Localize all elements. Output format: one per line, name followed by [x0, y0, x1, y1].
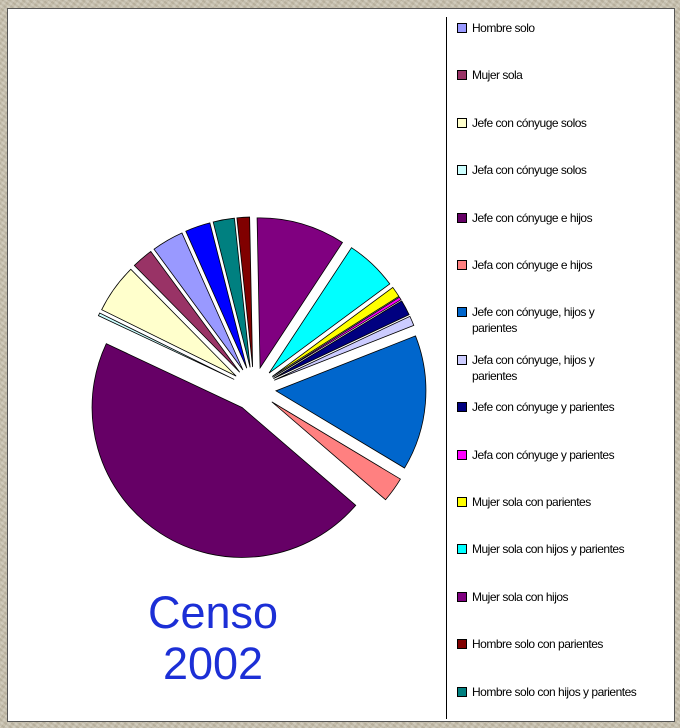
legend-label: Hombre solo con parientes [472, 636, 603, 652]
pie-slice-0 [153, 232, 244, 371]
legend-label: Jefe con cónyuge solos [472, 115, 587, 131]
legend-item: Jefa con cónyuge, hijos y parientes [457, 352, 679, 384]
pie-slice-13 [236, 216, 254, 368]
legend-item: Hombre solo con parientes [457, 636, 679, 652]
legend-label-line-1: Jefe con cónyuge, hijos y [472, 305, 595, 320]
legend-item: Hombre solo [457, 20, 679, 36]
legend-label-line-1: Jefe con cónyuge y parientes [472, 400, 615, 415]
legend-swatch [457, 402, 467, 413]
legend-item: Mujer sola [457, 67, 679, 83]
legend-label-line-1: Mujer sola [472, 68, 523, 83]
legend-label-line-1: Jefa con cónyuge y parientes [472, 447, 615, 462]
pie-slice-10 [271, 286, 400, 377]
chart-legend: Hombre solo Mujer sola Jefe con cónyuge so… [446, 17, 673, 719]
legend-item: Jefe con cónyuge solos [457, 115, 679, 131]
legend-swatch [457, 117, 467, 128]
legend-label-line-1: Jefa con cónyuge, hijos y [472, 352, 595, 367]
pie-slice-15 [185, 222, 248, 369]
legend-label-line-2: parientes [472, 321, 517, 336]
legend-swatch [457, 449, 467, 460]
pie-slice-8 [273, 300, 410, 379]
legend-label: Hombre solo [472, 20, 535, 36]
legend-label: Jefa con cónyuge solos [472, 162, 587, 178]
legend-label: Mujer sola con hijos [472, 589, 569, 605]
pie-slice-1 [133, 250, 241, 373]
legend-swatch [457, 354, 467, 365]
legend-item: Jefa con cónyuge y parientes [457, 447, 679, 463]
legend-label: Jefa con cónyuge, hijos y parientes [472, 352, 595, 384]
legend-label: Jefe con cónyuge y parientes [472, 399, 615, 415]
legend-item: Mujer sola con hijos [457, 589, 679, 605]
legend-item: Jefa con cónyuge solos [457, 162, 679, 178]
legend-label-line-2: parientes [472, 368, 517, 383]
pie-slice-5 [271, 401, 401, 501]
pie-slice-11 [268, 247, 391, 374]
chart-title-line-2: 2002 [162, 638, 264, 689]
legend-label: Jefa con cónyuge y parientes [472, 447, 615, 463]
legend-label: Mujer sola [472, 67, 523, 83]
pie-slice-12 [256, 217, 344, 370]
legend-swatch [457, 165, 467, 176]
legend-label-line-1: Mujer sola con hijos y parientes [472, 542, 625, 557]
pie-slice-4 [91, 343, 357, 558]
pie-chart [91, 216, 427, 558]
legend-item: Mujer sola con hijos y parientes [457, 541, 679, 557]
legend-label-line-1: Jefe con cónyuge solos [472, 115, 587, 130]
legend-label: Hombre solo con hijos y parientes [472, 684, 637, 700]
legend-label-line-1: Mujer sola con hijos [472, 589, 569, 604]
pie-slice-7 [274, 315, 415, 381]
legend-swatch [457, 544, 467, 555]
legend-swatch [457, 686, 467, 697]
pie-slice-2 [101, 268, 237, 377]
legend-label: Mujer sola con hijos y parientes [472, 541, 625, 557]
legend-label-line-1: Jefa con cónyuge e hijos [472, 258, 593, 272]
legend-swatch [457, 307, 467, 318]
legend-label-line-1: Jefa con cónyuge solos [472, 163, 587, 178]
legend-swatch [457, 639, 467, 650]
legend-swatch [457, 260, 467, 270]
pie-slice-3 [97, 312, 235, 380]
legend-item: Jefe con cónyuge e hijos [457, 210, 679, 226]
legend-label: Jefa con cónyuge e hijos [472, 257, 593, 273]
pie-slice-9 [272, 296, 402, 378]
legend-label-line-1: Hombre solo con parientes [472, 637, 603, 652]
chart-frame: Censo 2002 Hombre solo Mujer sola Jefe con… [7, 8, 675, 722]
legend-label: Mujer sola con parientes [472, 494, 591, 510]
legend-item: Jefe con cónyuge, hijos y parientes [457, 304, 679, 336]
legend-label: Jefe con cónyuge e hijos [472, 210, 593, 226]
pie-slice-14 [212, 217, 251, 368]
legend-item: Hombre solo con hijos y parientes [457, 684, 679, 700]
legend-label-line-1: Hombre solo [472, 21, 535, 35]
legend-label-line-1: Jefe con cónyuge e hijos [472, 210, 593, 225]
legend-item: Mujer sola con parientes [457, 494, 679, 510]
legend-swatch [457, 70, 467, 81]
chart-title-line-1: Censo [147, 587, 279, 638]
legend-swatch [457, 212, 467, 223]
legend-swatch [457, 23, 467, 33]
legend-label-line-1: Mujer sola con parientes [472, 495, 591, 509]
legend-swatch [457, 497, 467, 507]
legend-label: Jefe con cónyuge, hijos y parientes [472, 304, 595, 336]
legend-item: Jefe con cónyuge y parientes [457, 399, 679, 415]
pie-slice-6 [275, 335, 427, 469]
legend-label-line-1: Hombre solo con hijos y parientes [472, 684, 637, 699]
chart-title: Censo 2002 [118, 587, 308, 689]
legend-swatch [457, 591, 467, 602]
legend-item: Jefa con cónyuge e hijos [457, 257, 679, 273]
